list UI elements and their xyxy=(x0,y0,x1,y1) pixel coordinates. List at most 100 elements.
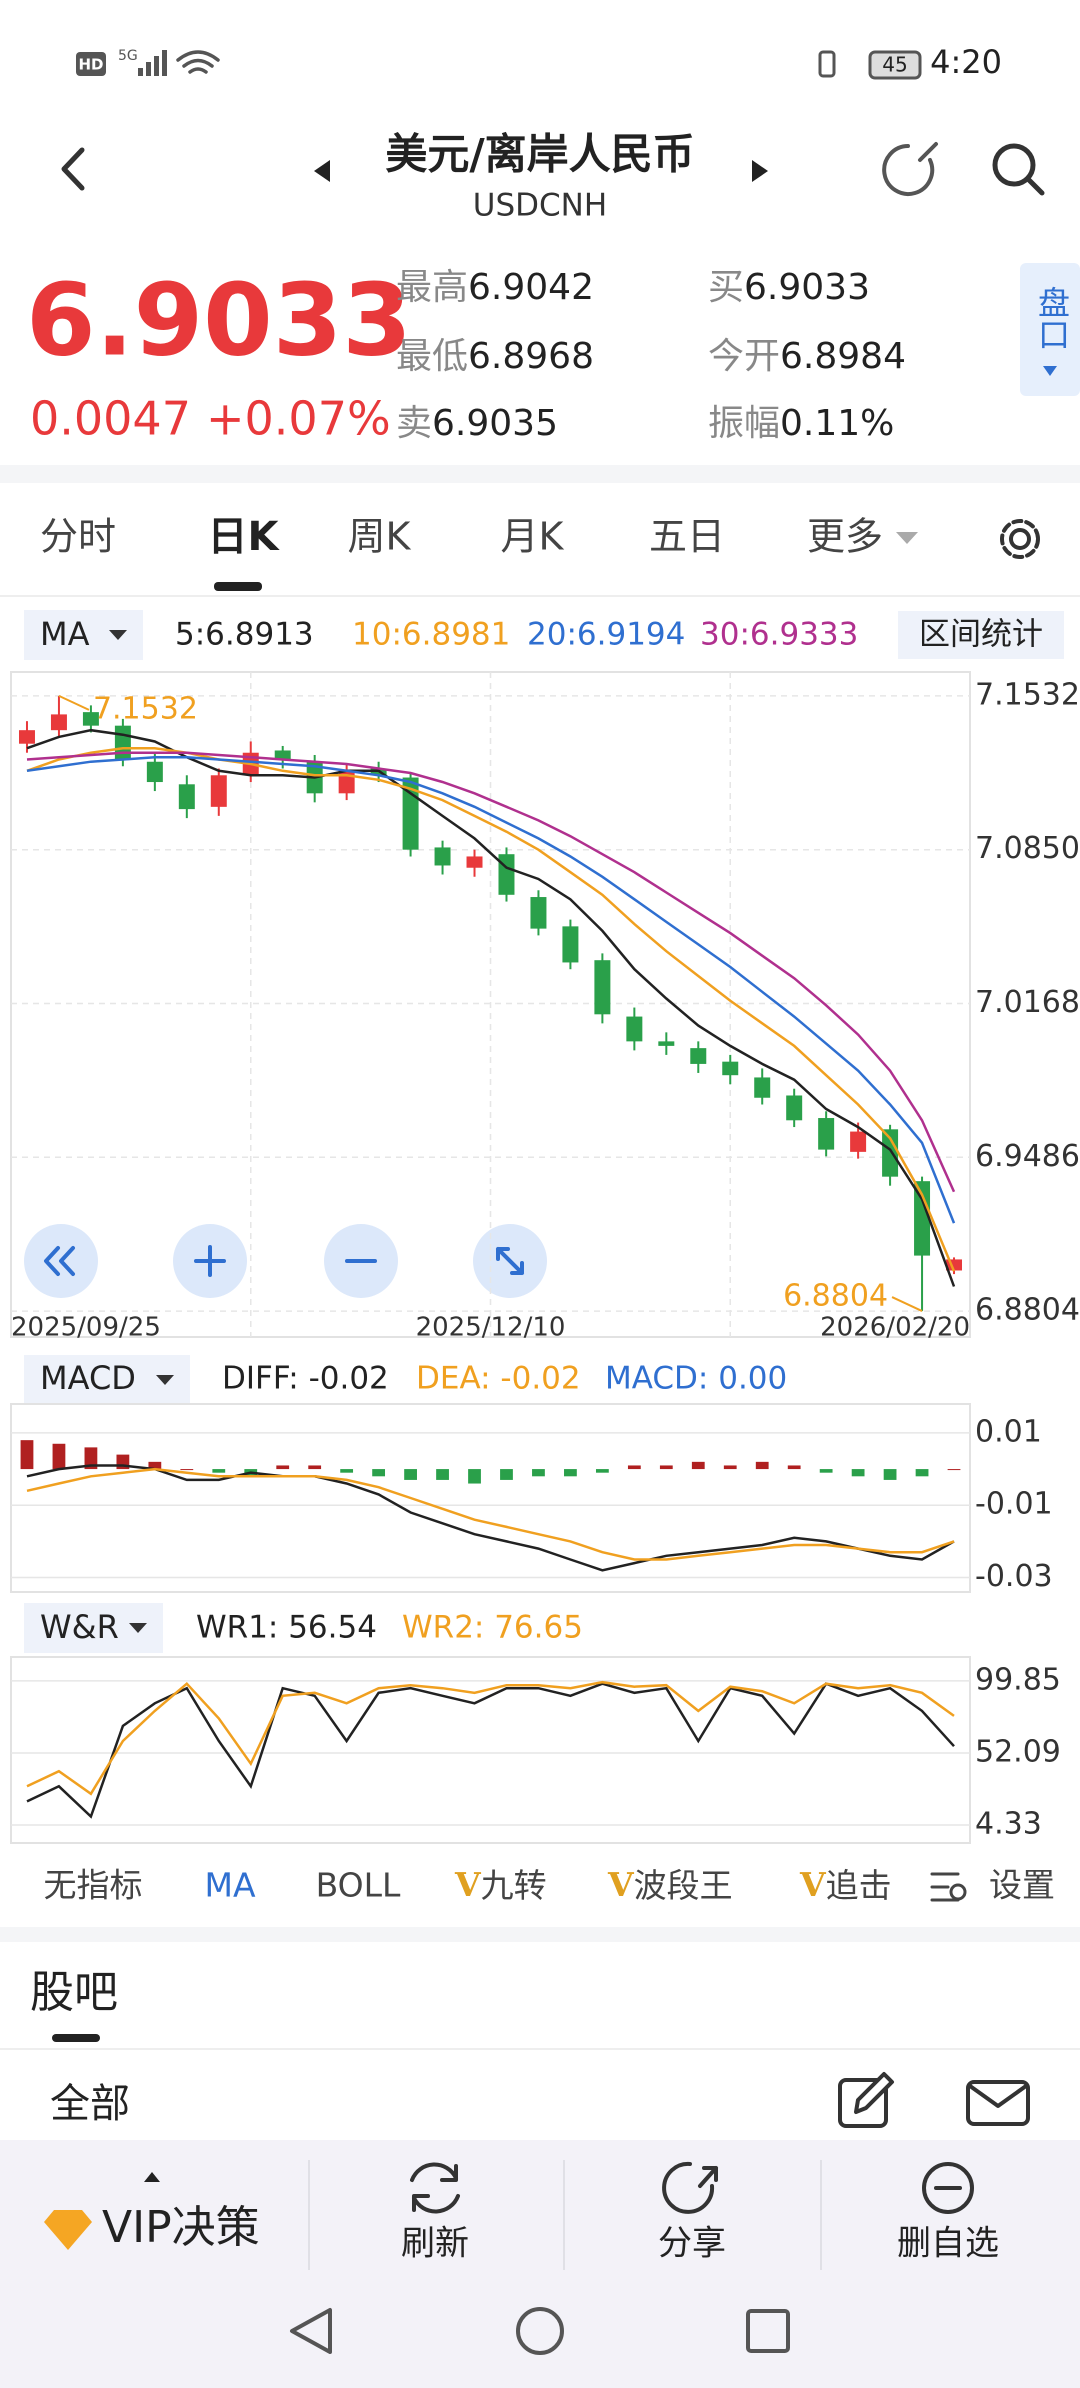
candle-body xyxy=(50,714,67,731)
tab[interactable]: 分时 xyxy=(40,515,116,559)
legend-entry: WR1: 56.54 xyxy=(196,1610,377,1646)
candle-body xyxy=(562,926,579,963)
macd-bar xyxy=(468,1469,481,1484)
plot-frame xyxy=(10,1403,971,1593)
macd-bar xyxy=(52,1443,66,1470)
candle-body xyxy=(18,730,35,744)
candle-body xyxy=(466,856,483,868)
post-button[interactable] xyxy=(838,2072,894,2128)
stat: 买6.9033 xyxy=(708,267,870,308)
macd-bar xyxy=(532,1469,545,1477)
y-tick-label: -0.01 xyxy=(975,1487,1053,1522)
bottom-item[interactable]: 分享 xyxy=(658,2224,726,2264)
tab[interactable]: 月K xyxy=(501,515,565,559)
wr-selector-label: W&R xyxy=(40,1608,119,1646)
ma-selector[interactable] xyxy=(24,610,143,660)
legend-entry: 30:6.9333 xyxy=(700,617,858,653)
zoom-back-button[interactable] xyxy=(24,1224,98,1298)
nav-recent[interactable] xyxy=(746,2309,790,2353)
stat: 最低6.8968 xyxy=(396,336,594,377)
annotation-line xyxy=(58,694,90,711)
tab[interactable]: 日K xyxy=(208,514,281,560)
y-tick-label: 4.33 xyxy=(975,1807,1042,1842)
refresh-icon xyxy=(410,2162,460,2214)
indicator-tab[interactable]: 无指标 xyxy=(44,1866,143,1905)
ma-selector-label: MA xyxy=(40,615,90,653)
nav-back[interactable] xyxy=(290,2308,332,2354)
dropdown-arrow xyxy=(156,1375,174,1385)
annotation: 6.8804 xyxy=(783,1279,888,1314)
share-icon xyxy=(662,2161,718,2214)
bottom-item[interactable]: 删自选 xyxy=(897,2224,999,2264)
battery-level: 45 xyxy=(882,53,907,77)
indicator-tab[interactable]: MA xyxy=(204,1866,255,1905)
indicator-tab[interactable]: V波段王 xyxy=(607,1865,733,1905)
stat: 卖6.9035 xyxy=(396,403,558,444)
bottom-item[interactable]: 刷新 xyxy=(401,2224,469,2264)
more-arrow xyxy=(896,532,918,544)
search-button[interactable] xyxy=(992,143,1045,196)
candle-body xyxy=(946,1259,963,1271)
macd-bar xyxy=(212,1469,226,1473)
series-line xyxy=(26,1680,955,1796)
series-line xyxy=(26,1467,955,1561)
separator xyxy=(0,1927,1080,1942)
back-button[interactable] xyxy=(61,147,85,191)
expand-arrow xyxy=(144,2172,160,2182)
remove-icon xyxy=(922,2162,974,2214)
divider xyxy=(563,2160,565,2270)
indicator-tab[interactable]: BOLL xyxy=(316,1866,401,1905)
candle-body xyxy=(498,854,515,895)
forum-filter[interactable]: 全部 xyxy=(50,2081,130,2127)
y-tick-label: 7.0850 xyxy=(975,831,1080,866)
macd-bar xyxy=(308,1465,322,1470)
y-tick-label: -0.03 xyxy=(975,1559,1053,1594)
divider xyxy=(0,595,1080,597)
stat: 今开6.8984 xyxy=(708,336,906,377)
next-button[interactable] xyxy=(752,160,768,182)
legend-entry: 10:6.8981 xyxy=(352,617,510,653)
candle-body xyxy=(82,712,99,726)
macd-bar xyxy=(276,1465,290,1470)
candle-body xyxy=(594,960,611,1015)
legend-entry: 5:6.8913 xyxy=(175,617,314,653)
tab[interactable]: 周K xyxy=(348,515,412,559)
candle-body xyxy=(178,784,195,810)
indicator-tab[interactable]: V追击 xyxy=(799,1865,892,1905)
zoom-in-button[interactable] xyxy=(173,1224,247,1298)
tab[interactable]: 五日 xyxy=(649,515,725,559)
macd-bar xyxy=(372,1469,386,1477)
side-tab-arrow xyxy=(1043,366,1057,376)
plot-frame xyxy=(10,1656,971,1844)
range-button[interactable] xyxy=(898,611,1064,659)
legend-entry: WR2: 76.65 xyxy=(402,1610,583,1646)
forum-underline xyxy=(52,2034,100,2042)
signal-icon xyxy=(138,50,167,76)
indicator-tab[interactable]: 设置 xyxy=(989,1866,1055,1905)
zoom-out-button[interactable] xyxy=(324,1224,398,1298)
candle-body xyxy=(882,1129,899,1177)
legend-entry: DIFF: -0.02 xyxy=(222,1361,389,1397)
refresh-button[interactable] xyxy=(882,142,938,196)
nav-home[interactable] xyxy=(516,2307,564,2355)
prev-button[interactable] xyxy=(314,160,330,182)
candle-body xyxy=(658,1041,675,1046)
bottom-item[interactable]: VIP决策 xyxy=(102,2202,260,2253)
settings-button[interactable] xyxy=(1000,519,1040,559)
series-line xyxy=(26,755,956,1224)
side-tab[interactable] xyxy=(1020,263,1080,396)
y-tick-label: 99.85 xyxy=(975,1662,1061,1697)
fullscreen-button[interactable] xyxy=(473,1224,547,1298)
macd-bar xyxy=(20,1440,34,1470)
message-button[interactable] xyxy=(966,2080,1030,2126)
macd-bar xyxy=(883,1469,897,1480)
change-pct: +0.07% xyxy=(206,392,391,446)
candle-body xyxy=(850,1131,867,1152)
side-tab-label: 盘口 xyxy=(1033,286,1071,350)
indicator-tab[interactable]: V九转 xyxy=(454,1865,547,1905)
macd-bar xyxy=(915,1469,929,1477)
tab[interactable]: 更多 xyxy=(807,515,883,559)
vip-icon xyxy=(44,2210,92,2250)
macd-bar xyxy=(851,1469,865,1477)
